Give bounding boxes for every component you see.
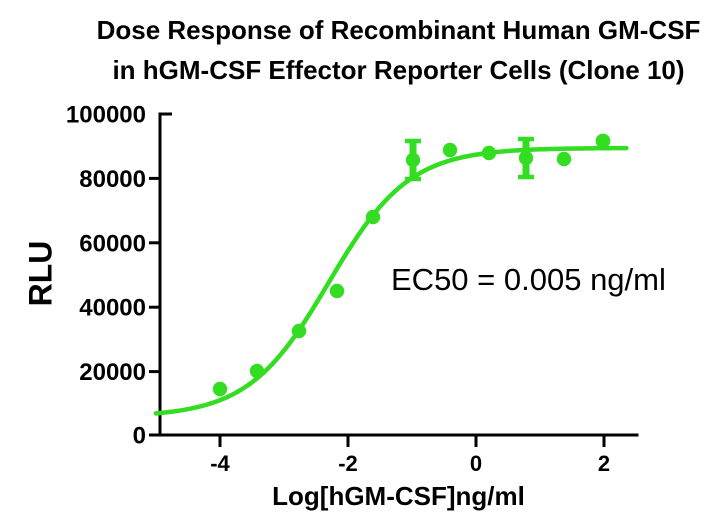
svg-text:60000: 60000 bbox=[79, 230, 146, 257]
svg-text:-4: -4 bbox=[210, 451, 230, 476]
svg-text:0: 0 bbox=[470, 451, 482, 476]
svg-text:2: 2 bbox=[598, 451, 610, 476]
svg-text:0: 0 bbox=[133, 423, 146, 450]
svg-text:80000: 80000 bbox=[79, 166, 146, 193]
svg-text:100000: 100000 bbox=[66, 102, 146, 129]
svg-text:-2: -2 bbox=[338, 451, 358, 476]
svg-text:40000: 40000 bbox=[79, 295, 146, 322]
svg-text:20000: 20000 bbox=[79, 359, 146, 386]
